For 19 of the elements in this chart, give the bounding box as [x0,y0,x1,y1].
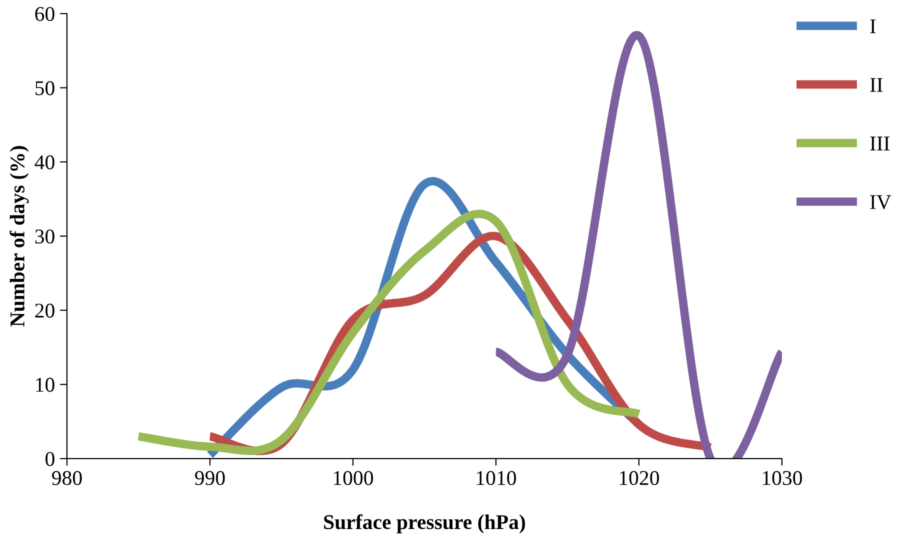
y-tick-label: 20 [35,304,54,318]
x-tick-label: 980 [52,471,82,486]
y-tick-label: 50 [36,81,54,96]
x-tick-label: 990 [195,471,225,486]
legend-label: III [870,136,890,150]
x-tick-label: 1010 [476,471,516,486]
legend-label: II [870,78,883,92]
y-tick-label: 30 [35,229,54,244]
x-tick-label: 1020 [620,471,659,486]
y-tick-label: 10 [36,378,54,392]
x-axis-title: Surface pressure (hPa) [324,514,525,534]
y-axis-title: Number of days (%) [10,146,29,327]
y-tick-label: 60 [35,6,54,22]
y-tick-label: 0 [46,452,54,466]
x-tick-label: 1000 [334,471,373,486]
x-tick-label: 1030 [762,471,802,486]
legend-label: I [870,19,876,34]
y-tick-label: 40 [34,155,54,170]
legend-label: IV [870,195,892,210]
